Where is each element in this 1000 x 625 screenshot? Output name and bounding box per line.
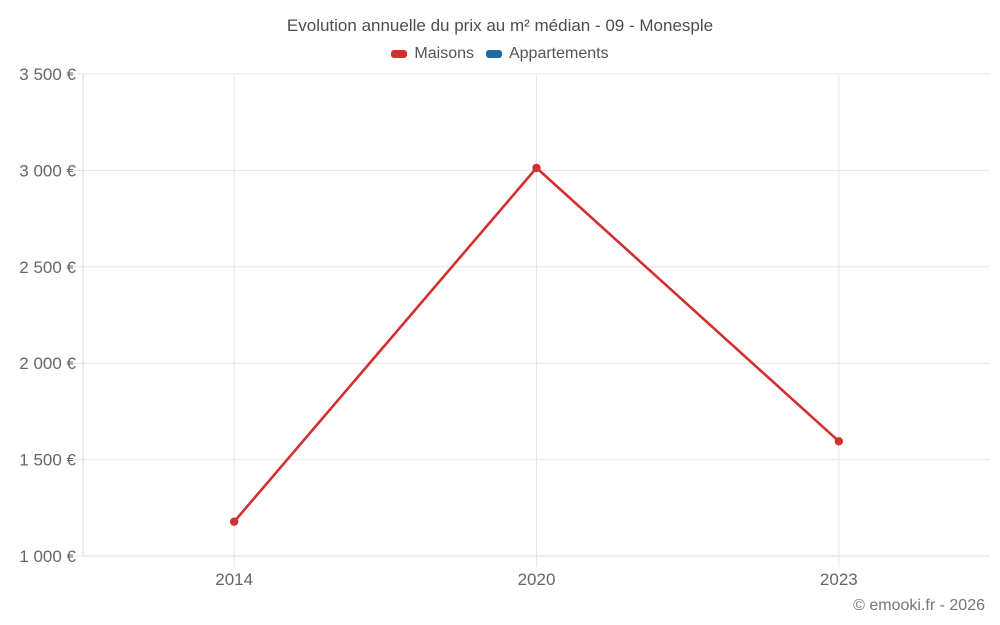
x-tick-label: 2020	[518, 570, 556, 589]
series-maisons	[229, 163, 844, 526]
y-tick-label: 2 500 €	[19, 258, 76, 277]
legend-item-maisons[interactable]: Maisons	[391, 45, 474, 63]
y-gridlines: 1 000 € 1 500 € 2 000 € 2 500 € 3 000 € 3 500…	[19, 65, 990, 566]
y-tick-label: 1 500 €	[19, 451, 76, 470]
data-point-marker[interactable]	[229, 517, 239, 526]
y-tick-label: 3 000 €	[19, 161, 76, 180]
legend-swatch-appartements	[485, 50, 502, 58]
x-tick-label: 2014	[215, 570, 253, 589]
data-point-marker[interactable]	[532, 163, 541, 173]
credit-text: © emooki.fr - 2026	[853, 597, 985, 614]
y-tick-label: 3 500 €	[19, 65, 76, 84]
data-point-marker[interactable]	[834, 437, 844, 446]
chart-legend: Maisons Appartements	[0, 45, 1000, 63]
x-tick-label: 2023	[820, 570, 858, 589]
legend-item-appartements[interactable]: Appartements	[485, 45, 609, 63]
y-tick-label: 2 000 €	[19, 354, 76, 373]
y-tick-label: 1 000 €	[19, 547, 76, 566]
chart-title: Evolution annuelle du prix au m² médian …	[286, 16, 714, 35]
legend-label: Maisons	[414, 45, 474, 62]
x-gridlines: 2014 2020 2023	[215, 74, 858, 589]
legend-label: Appartements	[508, 45, 609, 62]
legend-swatch-maisons	[391, 50, 408, 58]
